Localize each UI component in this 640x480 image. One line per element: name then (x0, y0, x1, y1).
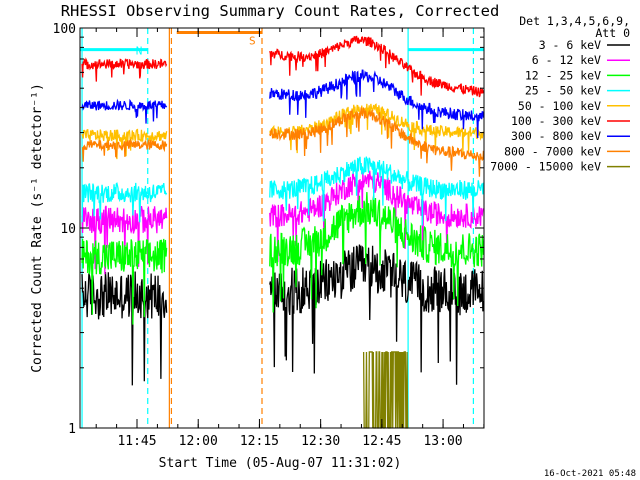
y-tick-label: 100 (53, 22, 76, 37)
series-6-12-kev-segment-1 (81, 205, 168, 275)
series-800-7000-kev-segment-2 (269, 107, 485, 177)
x-tick-label: 12:30 (301, 434, 340, 449)
chart-title: RHESSI Observing Summary Count Rates, Co… (61, 2, 500, 20)
series-50-100-kev-segment-1 (81, 128, 168, 160)
x-tick-label: 12:00 (179, 434, 218, 449)
series-50-100-kev-segment-2 (269, 103, 485, 154)
y-axis-label: Corrected Count Rate (s⁻¹ detector⁻¹) (30, 83, 45, 373)
series-3-6-kev-segment-1 (81, 271, 168, 386)
series-6-12-kev-segment-2 (269, 170, 485, 263)
x-tick-label: 12:45 (362, 434, 401, 449)
series-100-300-kev-segment-2 (269, 35, 485, 98)
series-traces (81, 35, 485, 429)
flag-bars: NS (80, 30, 484, 58)
night-bar-label: N (136, 45, 143, 58)
legend-entry-label: 7000 - 15000 keV (490, 160, 601, 174)
legend-entry-label: 12 - 25 keV (525, 68, 601, 82)
y-tick-label: 10 (60, 222, 76, 237)
legend-entry-label: 6 - 12 keV (532, 53, 601, 67)
y-tick-label: 1 (68, 422, 76, 437)
legend-entry-label: 300 - 800 keV (511, 129, 601, 143)
series-800-7000-kev-segment-1 (81, 138, 168, 162)
x-ticks: 11:45 12:00 12:15 12:30 12:45 13:00 (117, 28, 463, 449)
series-12-25-kev-segment-2 (269, 192, 485, 313)
y-ticks: 1 10 100 (53, 22, 484, 437)
legend-entry-label: 50 - 100 keV (518, 99, 601, 113)
legend-header: Det 1,3,4,5,6,9, (519, 14, 630, 28)
legend-entry-label: 3 - 6 keV (539, 38, 601, 52)
series-12-25-kev-segment-1 (81, 238, 168, 325)
x-tick-label: 11:45 (117, 434, 156, 449)
series-25-50-kev-segment-1 (81, 182, 168, 223)
legend-entry-label: 800 - 7000 keV (504, 144, 601, 158)
legend-attenuator: Att 0 (595, 26, 630, 40)
series-300-800-kev-segment-2 (269, 69, 485, 139)
x-tick-label: 12:15 (240, 434, 279, 449)
series-3-6-kev-segment-2 (269, 244, 485, 385)
series-100-300-kev-segment-1 (81, 57, 168, 82)
generation-timestamp: 16-Oct-2021 05:48 (544, 469, 636, 479)
series-7000-15000-kev-segment-1 (362, 351, 409, 429)
series-300-800-kev-segment-1 (81, 98, 168, 124)
legend-entry-label: 100 - 300 keV (511, 114, 601, 128)
x-axis-label: Start Time (05-Aug-07 11:31:02) (159, 456, 402, 471)
saa-bar-label: S (249, 34, 256, 47)
legend-entry-label: 25 - 50 keV (525, 84, 601, 98)
x-tick-label: 13:00 (423, 434, 462, 449)
series-25-50-kev-segment-2 (269, 156, 485, 226)
